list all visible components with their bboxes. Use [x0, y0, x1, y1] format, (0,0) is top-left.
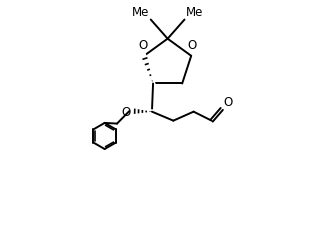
Text: O: O	[122, 105, 131, 118]
Text: Me: Me	[132, 6, 150, 19]
Text: O: O	[188, 39, 197, 52]
Text: Me: Me	[186, 6, 203, 19]
Text: O: O	[138, 39, 147, 52]
Text: O: O	[223, 95, 233, 108]
